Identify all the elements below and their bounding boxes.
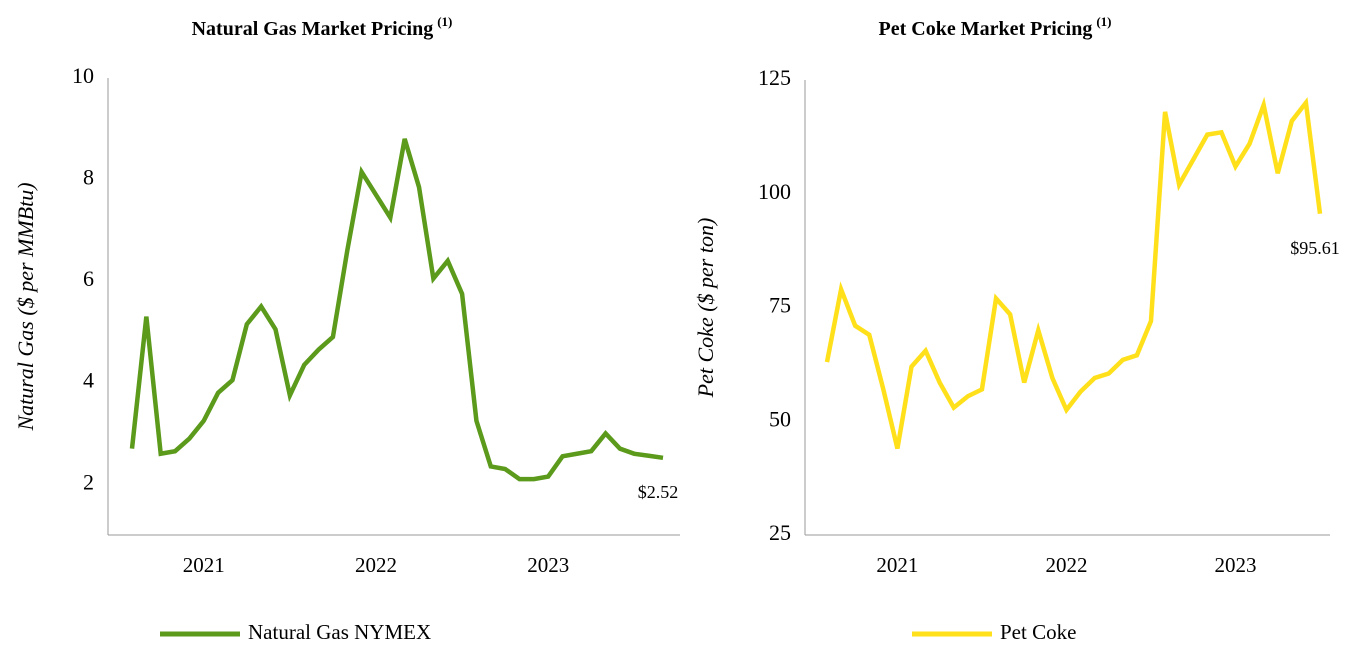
x-tick-label: 2023 (1214, 553, 1256, 577)
y-tick-label: 125 (758, 65, 791, 90)
x-tick-label: 2022 (355, 553, 397, 577)
chart-title: Natural Gas Market Pricing (1) (192, 14, 453, 40)
legend-label: Pet Coke (1000, 620, 1076, 644)
data-line (824, 96, 1323, 450)
y-tick-label: 4 (83, 368, 94, 393)
data-label: $2.52 (638, 482, 679, 502)
y-axis-label: Natural Gas ($ per MMBtu) (13, 182, 38, 431)
x-tick-label: 2021 (876, 553, 918, 577)
chart: Pet Coke Market Pricing (1) 25 50 75 100 125 20… (693, 14, 1340, 644)
chart-title-text: Natural Gas Market Pricing (192, 18, 434, 40)
y-tick-label: 2 (83, 469, 94, 494)
chart-title-superscript: (1) (437, 14, 452, 29)
chart: Natural Gas Market Pricing (1) 2 4 6 8 10 2021 2… (13, 14, 680, 644)
chart-title: Pet Coke Market Pricing (1) (879, 14, 1112, 40)
data-label: $95.61 (1290, 238, 1340, 258)
y-tick-label: 75 (769, 293, 791, 318)
chart-title-superscript: (1) (1096, 14, 1111, 29)
x-tick-label: 2023 (527, 553, 569, 577)
x-tick-label: 2021 (183, 553, 225, 577)
y-tick-label: 100 (758, 179, 791, 204)
y-tick-label: 25 (769, 520, 791, 545)
legend-label: Natural Gas NYMEX (248, 620, 431, 644)
y-tick-label: 10 (72, 63, 94, 88)
y-tick-label: 6 (83, 266, 94, 291)
x-tick-label: 2022 (1045, 553, 1087, 577)
data-line (129, 138, 664, 482)
y-tick-label: 8 (83, 165, 94, 190)
chart-title-text: Pet Coke Market Pricing (879, 18, 1093, 40)
y-axis-label: Pet Coke ($ per ton) (693, 218, 718, 399)
y-tick-label: 50 (769, 406, 791, 431)
